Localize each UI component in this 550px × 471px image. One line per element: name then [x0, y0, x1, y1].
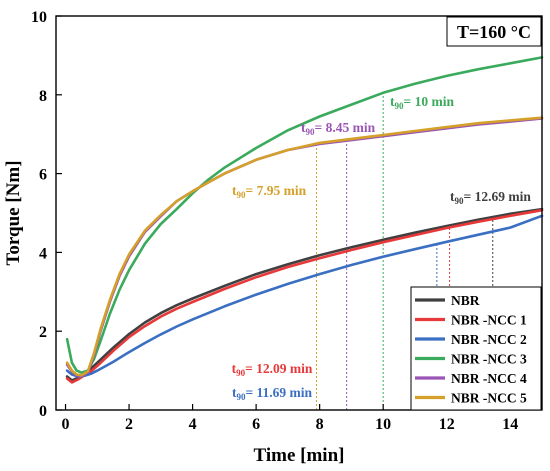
x-axis-title: Time [min] — [254, 445, 345, 466]
y-axis-title: Torque [Nm] — [3, 160, 24, 265]
y-tick-label: 2 — [39, 324, 47, 341]
legend-box — [410, 286, 542, 411]
condition-box: T=160 °C — [446, 16, 542, 47]
t90-annotations: t90= 12.69 min t90= 12.09 min t90= 11.69 m… — [232, 94, 532, 402]
legend-label-nbr-ncc-2: NBR -NCC 2 — [451, 332, 527, 347]
x-tick-label: 12 — [439, 416, 455, 433]
legend-label-nbr-ncc-4: NBR -NCC 4 — [451, 371, 527, 386]
y-tick-label: 8 — [39, 88, 47, 105]
legend-label-nbr-ncc-3: NBR -NCC 3 — [451, 352, 527, 367]
legend-label-nbr-ncc-5: NBR -NCC 5 — [451, 391, 527, 406]
condition-label: T=160 °C — [457, 22, 531, 42]
t90-label-nbr-ncc-3: t90= 10 min — [390, 94, 454, 111]
x-tick-label: 2 — [125, 416, 133, 433]
x-tick-label: 10 — [375, 416, 391, 433]
x-tick-label: 8 — [316, 416, 324, 433]
series-line-nbr-ncc-2 — [65, 214, 544, 378]
y-tick-label: 0 — [39, 403, 47, 420]
t90-label-nbr-ncc-5: t90= 7.95 min — [232, 183, 307, 200]
t90-label-nbr-ncc-2: t90= 11.69 min — [232, 385, 313, 402]
x-tick-label: 4 — [189, 416, 197, 433]
x-tick-label: 0 — [62, 416, 70, 433]
series-line-nbr-ncc-5 — [65, 116, 544, 377]
t90-label-nbr-ncc-4: t90= 8.45 min — [301, 120, 376, 137]
legend: NBR NBR -NCC 1 NBR -NCC 2 NBR -NCC 3 NBR -NC… — [410, 286, 542, 411]
x-tick-label: 6 — [252, 416, 260, 433]
legend-label-nbr-ncc-1: NBR -NCC 1 — [451, 313, 527, 328]
y-tick-label: 4 — [39, 245, 47, 262]
series-lines — [65, 56, 544, 384]
y-tick-label: 6 — [39, 167, 47, 184]
legend-label-nbr: NBR — [451, 293, 480, 308]
t90-label-nbr: t90= 12.69 min — [450, 189, 531, 206]
x-tick-label: 14 — [502, 416, 518, 433]
t90-label-nbr-ncc-1: t90= 12.09 min — [232, 361, 313, 378]
axis-ticks: 0 2 4 6 8 10 12 14 0 2 4 6 8 10 — [31, 9, 518, 433]
plot-frame — [55, 15, 543, 411]
y-tick-label: 10 — [31, 9, 47, 26]
